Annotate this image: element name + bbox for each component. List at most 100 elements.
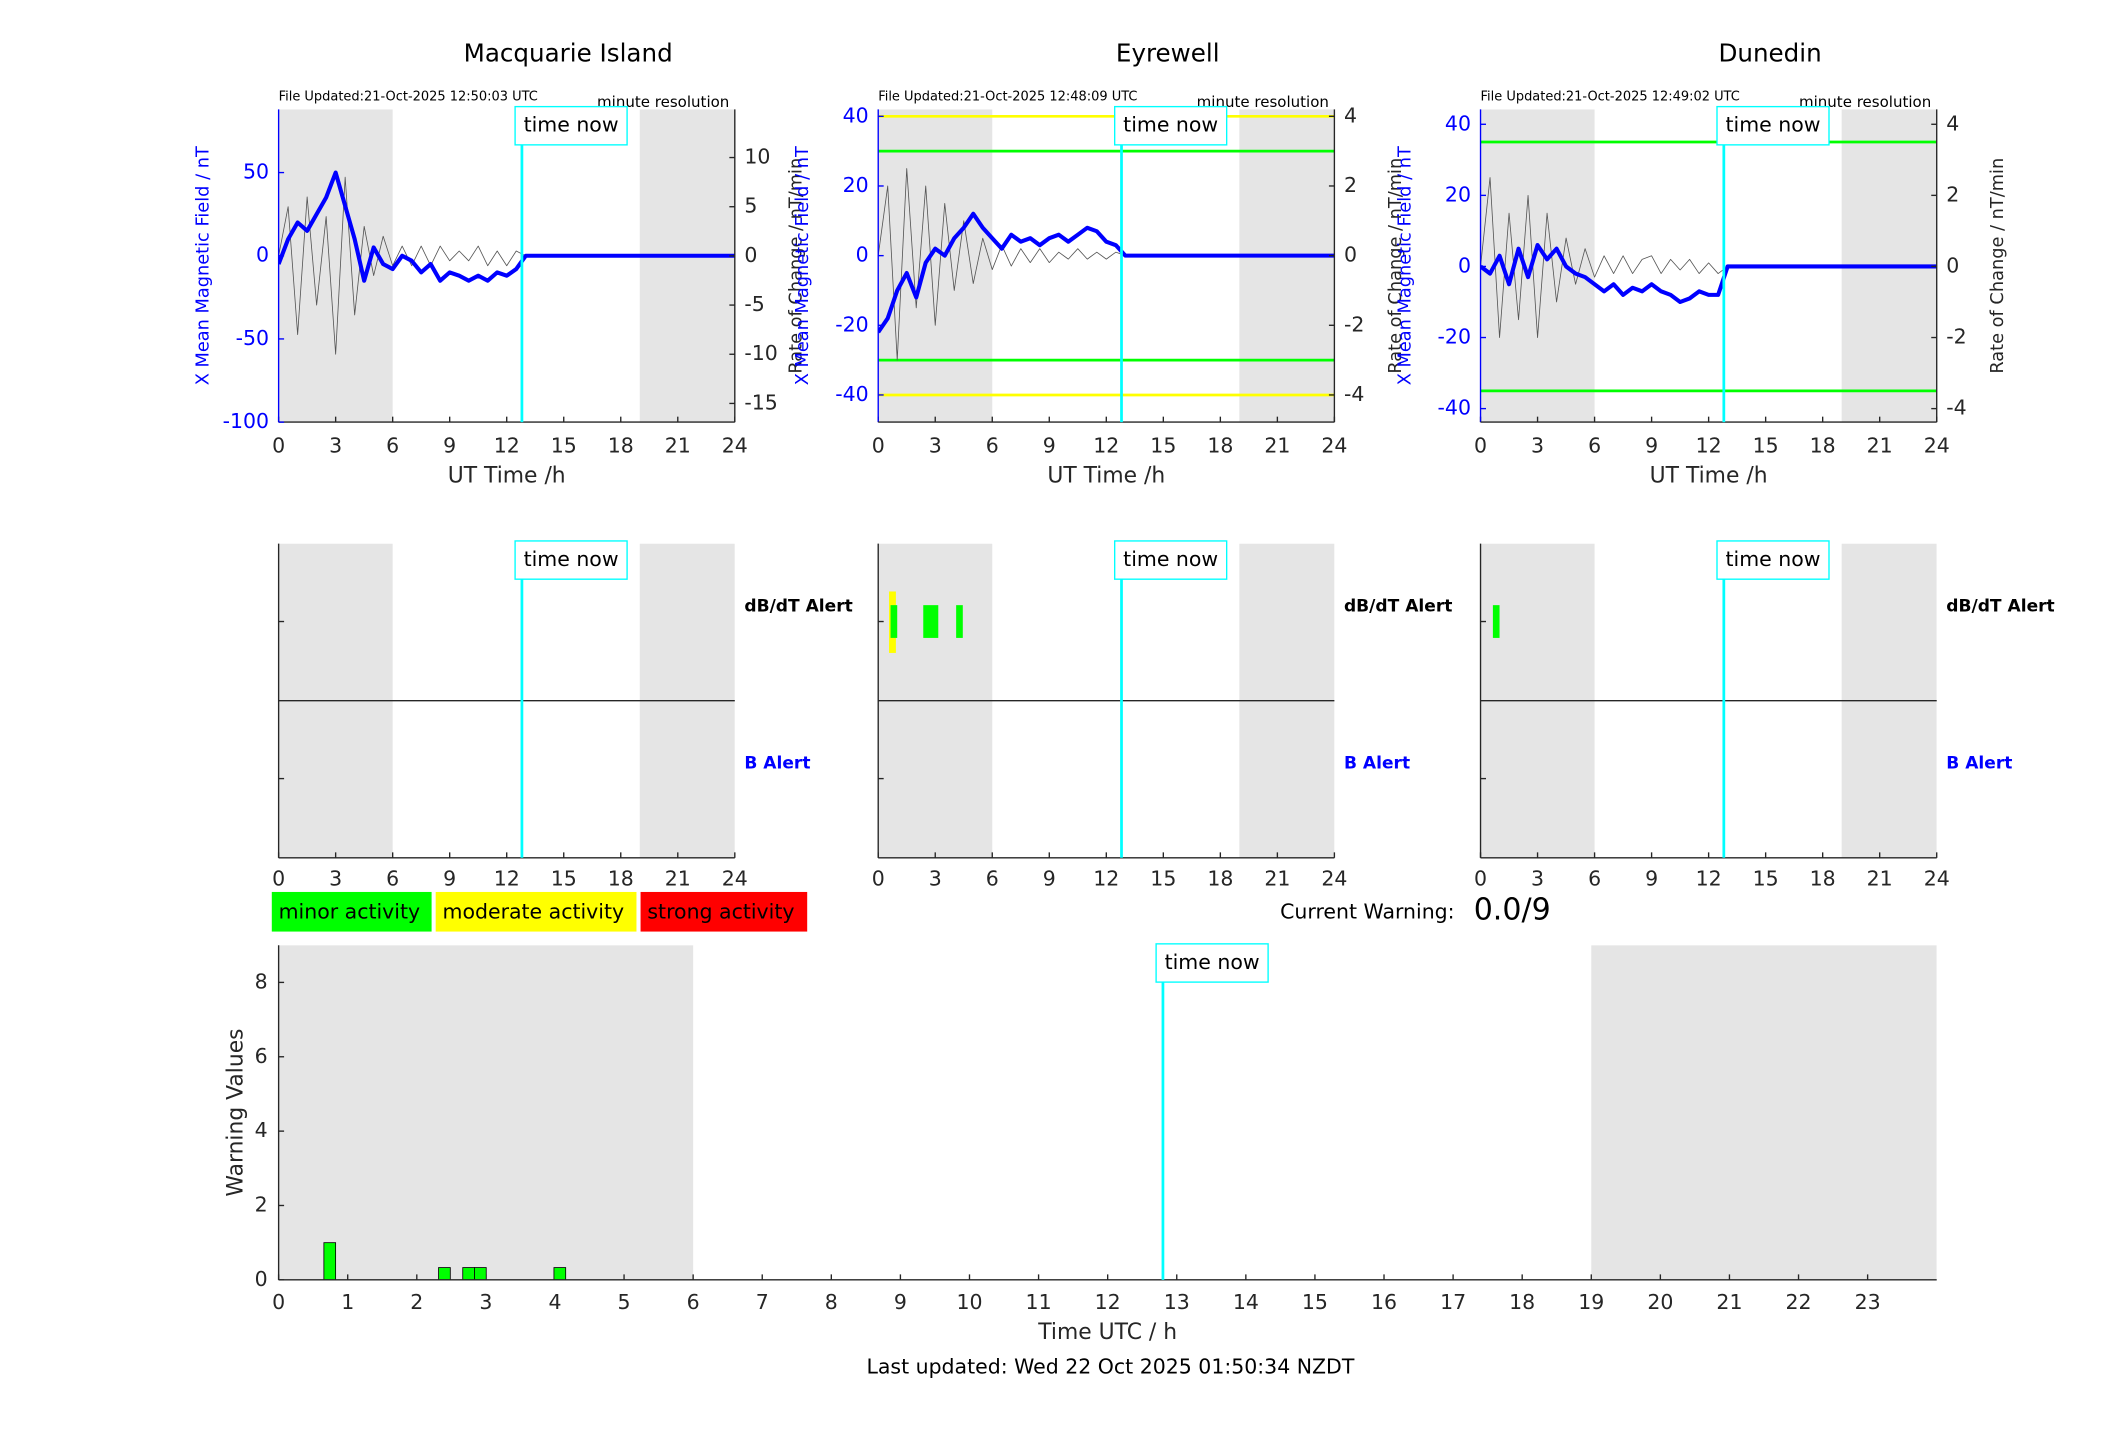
x-tick-label: 15 [551,867,577,891]
alert-label: B Alert [1946,754,2012,774]
plot-area [1480,109,1937,423]
alert-label: dB/dT Alert [744,597,852,617]
alert-label: B Alert [744,754,810,774]
x-tick-label: 18 [608,867,634,891]
x-tick-label: 3 [1531,434,1544,458]
x-tick-label: 2 [410,1290,423,1314]
y-tick-label: 20 [843,173,869,197]
time-now-label: time now [1123,113,1218,137]
y-tick-label: 8 [255,969,268,993]
night-shading [1239,109,1335,423]
y-axis-label: X Mean Magnetic Field / nT [194,146,214,385]
y-tick-label: 50 [243,160,269,184]
x-tick-label: 6 [386,867,399,891]
x-tick-label: 12 [1093,434,1119,458]
x-tick-label: 9 [443,434,456,458]
time-now-box [1716,105,1830,146]
file-updated: File Updated:21-Oct-2025 12:50:03 UTC [279,90,538,105]
field-line [1480,243,1937,305]
x-tick-label: 0 [872,434,885,458]
x-tick-label: 21 [665,867,691,891]
y2-axis-label: Rate of Change / nT/min [786,158,806,374]
bar [553,1267,567,1281]
bar [323,1242,337,1281]
x-tick-label: 14 [1233,1290,1259,1314]
x-tick-label: 18 [608,434,634,458]
y2-axis-label: Rate of Change / nT/min [1386,158,1406,374]
bar [474,1267,487,1281]
x-tick-label: 15 [551,434,577,458]
night-shading [639,109,735,423]
x-tick-label: 6 [1588,867,1601,891]
y2-tick-label: -5 [744,292,764,316]
time-now-box [1113,105,1228,146]
night-shading [1480,109,1595,423]
y-tick-label: 0 [255,1267,268,1291]
time-now-box [514,540,628,580]
x-tick-label: 6 [386,434,399,458]
current-warning: 0.0/9 [1474,893,1551,928]
x-tick-label: 10 [956,1290,982,1314]
x-tick-label: 18 [1810,867,1836,891]
y2-tick-label: 0 [1946,253,1959,277]
y2-tick-label: 4 [1344,103,1357,127]
legend-label: moderate activity [443,899,625,923]
chart-title: Dunedin [1718,39,1821,68]
x-tick-label: 9 [1043,434,1056,458]
x-tick-label: 4 [548,1290,561,1314]
time-now-label: time now [1123,547,1218,571]
resolution: minute resolution [1197,93,1329,111]
x-tick-label: 23 [1855,1290,1881,1314]
y2-tick-label: -2 [1344,312,1364,336]
time-now-label: time now [524,547,619,571]
y2-tick-label: -15 [744,390,777,414]
alert-label: dB/dT Alert [1344,597,1452,617]
y-tick-label: 40 [1445,111,1471,135]
x-axis-label: Time UTC / h [1037,1320,1177,1345]
bar [438,1267,451,1281]
file-updated: File Updated:21-Oct-2025 12:49:02 UTC [1481,90,1740,105]
legend-label: strong activity [647,899,794,923]
y2-tick-label: -10 [744,341,777,365]
x-tick-label: 24 [1924,867,1950,891]
y-tick-label: -100 [223,409,269,433]
x-axis-label: UT Time /h [1650,464,1768,489]
time-now-box [514,105,628,146]
x-tick-label: 21 [1867,867,1893,891]
x-tick-label: 24 [722,867,748,891]
y-tick-label: 20 [1445,182,1471,206]
x-tick-label: 3 [329,434,342,458]
resolution: minute resolution [597,93,729,111]
y2-tick-label: -2 [1946,325,1966,349]
x-tick-label: 21 [665,434,691,458]
x-tick-label: 3 [929,867,942,891]
plot-area [278,945,1937,1280]
time-now-label: time now [1725,113,1820,137]
x-tick-label: 18 [1207,434,1233,458]
y2-axis-label: Rate of Change / nT/min [1988,158,2008,374]
x-tick-label: 3 [479,1290,492,1314]
y2-tick-label: 10 [744,145,770,169]
x-tick-label: 17 [1440,1290,1466,1314]
y2-tick-label: 2 [1946,182,1959,206]
x-tick-label: 6 [986,867,999,891]
x-tick-label: 12 [494,434,520,458]
y2-tick-label: 2 [1344,173,1357,197]
x-tick-label: 24 [1924,434,1950,458]
x-tick-label: 12 [1093,867,1119,891]
y-tick-label: 0 [256,243,269,267]
x-tick-label: 19 [1578,1290,1604,1314]
x-tick-label: 0 [272,1290,285,1314]
y-tick-label: -20 [835,312,868,336]
y2-tick-label: 0 [744,243,757,267]
y-tick-label: -20 [1438,325,1471,349]
time-now-box [1155,943,1269,983]
y2-tick-label: 5 [744,194,757,218]
x-tick-label: 3 [929,434,942,458]
y-axis-label: Warning Values [223,1028,248,1196]
x-tick-label: 13 [1164,1290,1190,1314]
x-tick-label: 0 [272,867,285,891]
y-tick-label: 4 [255,1118,268,1142]
x-axis-label: UT Time /h [1047,464,1165,489]
